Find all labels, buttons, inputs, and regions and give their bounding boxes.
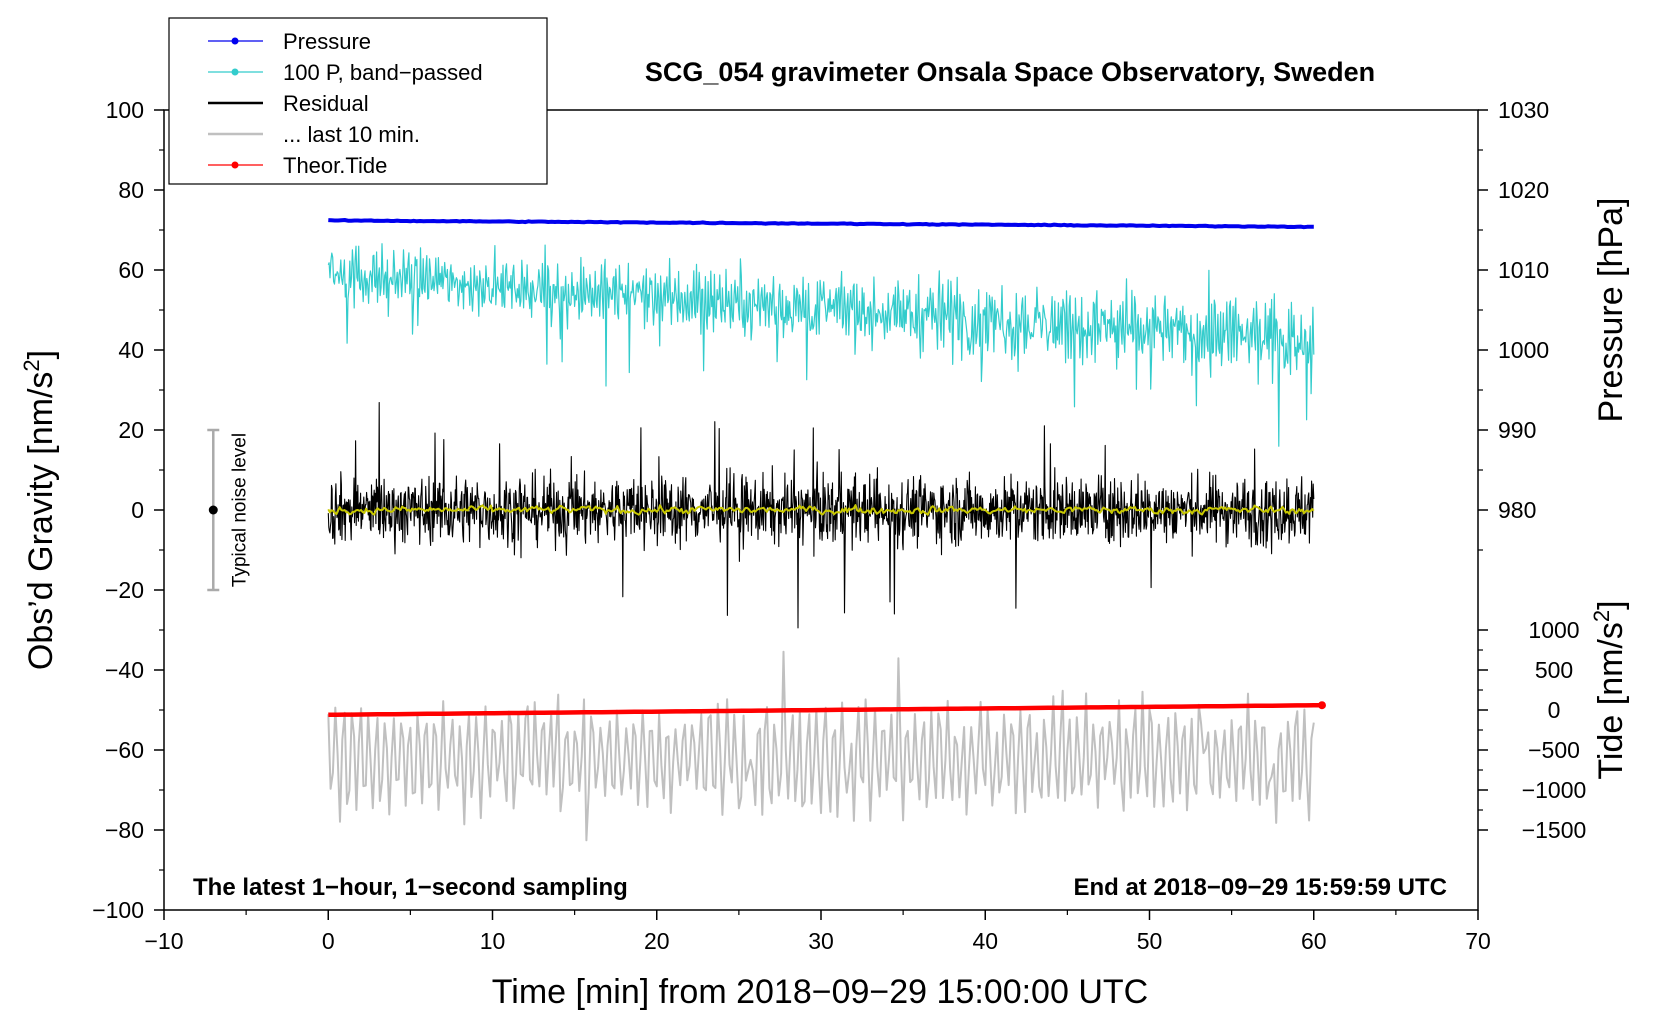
annotation-left: The latest 1−hour, 1−second sampling: [193, 874, 628, 901]
pressure-tick-label: 990: [1498, 417, 1536, 443]
pressure-tick-label: 1030: [1498, 97, 1549, 123]
noise-bar-dot: [208, 505, 218, 515]
legend-marker: [231, 68, 239, 76]
pressure-tick-label: 1010: [1498, 257, 1549, 283]
x-axis-label: Time [min] from 2018−09−29 15:00:00 UTC: [492, 973, 1148, 1011]
tide-tick-label: −500: [1528, 737, 1580, 763]
legend-label: ... last 10 min.: [283, 122, 420, 147]
tide-tick-label: 500: [1535, 657, 1573, 683]
y-tick-label: 40: [118, 337, 144, 363]
y-tick-label: −60: [105, 737, 144, 763]
y-tick-label: 0: [131, 497, 144, 523]
legend: Pressure 100 P, band−passed Residual ... la…: [168, 17, 548, 185]
y-axis-label-tide: Tide [nm/s2]: [1589, 600, 1630, 779]
legend-label: 100 P, band−passed: [283, 60, 483, 85]
x-tick-label: 40: [972, 928, 998, 954]
y-tick-label: −40: [105, 657, 144, 683]
tide-tick-label: 0: [1548, 697, 1561, 723]
tide-tick-label: 1000: [1528, 617, 1579, 643]
series-pressure: [328, 218, 1314, 230]
noise-bar-label: Typical noise level: [229, 433, 250, 587]
y-tick-label: −100: [92, 897, 144, 923]
x-tick-label: 30: [808, 928, 834, 954]
y-tick-label: 80: [118, 177, 144, 203]
legend-box: [168, 17, 548, 185]
pressure-tick-label: 980: [1498, 497, 1536, 523]
legend-marker: [231, 37, 239, 45]
x-tick-label: 20: [644, 928, 670, 954]
tide-tick-label: −1500: [1522, 817, 1587, 843]
annotation-right: End at 2018−09−29 15:59:59 UTC: [1073, 874, 1447, 901]
series-residual: [327, 401, 1315, 629]
legend-label: Pressure: [283, 29, 371, 54]
x-tick-label: 70: [1465, 928, 1491, 954]
ticks-layer: −10 0 10 20 30 40 50 60 70100806040200−20−40−60−…: [92, 97, 1586, 954]
y-axis-label-left: Obs’d Gravity [nm/s2]: [19, 350, 60, 670]
noise-bar: Typical noise level: [207, 428, 250, 592]
y-tick-label: −20: [105, 577, 144, 603]
y-tick-label: 20: [118, 417, 144, 443]
pressure-tick-label: 1000: [1498, 337, 1549, 363]
series-band-passed-pressure: [327, 243, 1315, 447]
legend-label: Residual: [283, 91, 369, 116]
x-tick-label: 50: [1137, 928, 1163, 954]
y-tick-label: 100: [106, 97, 144, 123]
series-residual-smoothed: [327, 504, 1315, 516]
series-theor-tide: [328, 702, 1323, 718]
tide-tick-label: −1000: [1522, 777, 1587, 803]
y-axis-label-pressure: Pressure [hPa]: [1592, 198, 1630, 423]
tide-end-marker: [1317, 701, 1326, 710]
pressure-tick-label: 1020: [1498, 177, 1549, 203]
legend-marker: [231, 161, 239, 169]
y-tick-label: −80: [105, 817, 144, 843]
y-tick-label: 60: [118, 257, 144, 283]
x-tick-label: 0: [322, 928, 335, 954]
series-last-10-min: [327, 650, 1315, 842]
x-tick-label: −10: [144, 928, 183, 954]
x-tick-label: 10: [480, 928, 506, 954]
chart-title: SCG_054 gravimeter Onsala Space Observat…: [645, 57, 1375, 87]
series-layer: [327, 218, 1326, 842]
x-tick-label: 60: [1301, 928, 1327, 954]
legend-label: Theor.Tide: [283, 153, 387, 178]
